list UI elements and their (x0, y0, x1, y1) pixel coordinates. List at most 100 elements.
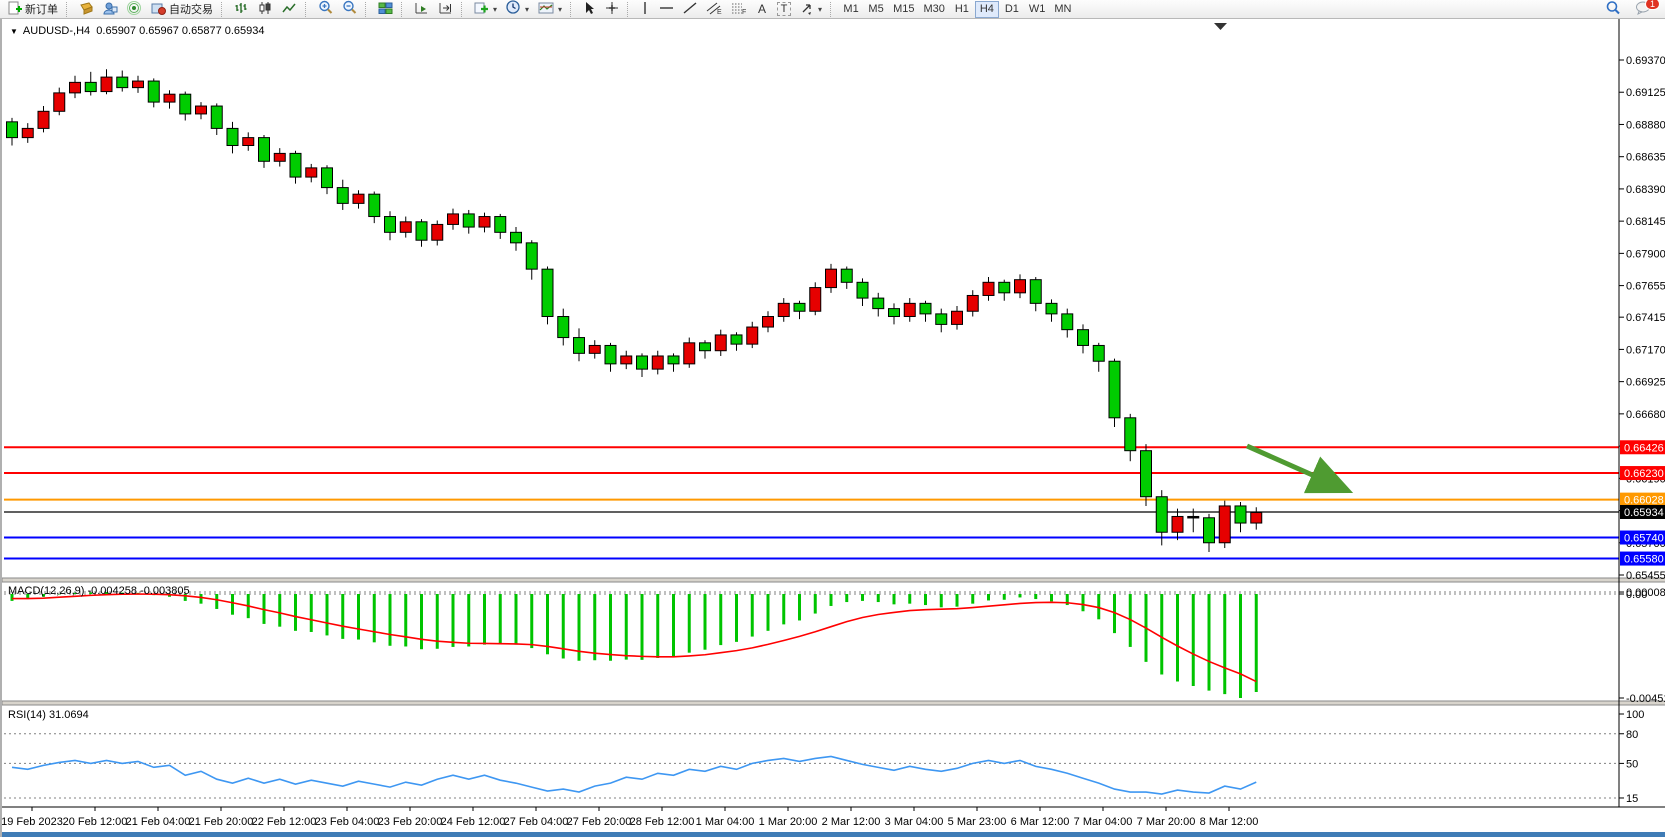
chart-shift-marker (1214, 23, 1227, 30)
candle-body (289, 152, 302, 178)
time-tick-label: 6 Mar 12:00 (1011, 816, 1070, 828)
chart-shift-icon (438, 1, 453, 18)
trendline-button[interactable] (679, 1, 701, 18)
zoom-in-icon (318, 0, 333, 18)
candle-body (856, 281, 869, 299)
candle-body (147, 80, 160, 103)
zoom-out-button[interactable] (338, 0, 361, 18)
templates-button[interactable]: ▾ (534, 1, 566, 18)
community-button[interactable] (99, 1, 122, 18)
candle-body (1234, 505, 1247, 524)
timeframe-M30[interactable]: M30 (919, 1, 948, 18)
text-button[interactable]: A (752, 1, 772, 18)
bottom-edge-bar (2, 832, 1665, 837)
candle-body (195, 105, 207, 115)
support-line-1-badge (1620, 530, 1665, 545)
pane-separator-main-macd (2, 577, 1665, 583)
cursor-button[interactable] (579, 1, 600, 18)
candle-body (935, 313, 948, 325)
candle-body (447, 213, 459, 225)
svg-text:E: E (717, 9, 722, 15)
tile-windows-icon (378, 1, 393, 18)
bar-chart-button[interactable] (230, 1, 253, 18)
equidistant-channel-button[interactable]: E (702, 1, 726, 18)
horizontal-line-icon (659, 1, 674, 18)
auto-scroll-button[interactable] (410, 1, 433, 18)
ide-button[interactable] (75, 1, 98, 18)
candle-body (998, 281, 1011, 294)
candle-body (1014, 279, 1026, 294)
line-chart-button[interactable] (278, 1, 301, 18)
candle-body (541, 268, 554, 318)
autotrading-button[interactable]: 自动交易 (147, 1, 217, 18)
pivot-line-badge (1620, 492, 1665, 507)
chart-canvas[interactable]: 0.69370 0.69125 0.68880 0.68635 0.68390 0.681… (2, 19, 1665, 837)
separator (570, 1, 575, 17)
candle-body (620, 355, 633, 365)
chat-button[interactable]: 1 (1631, 0, 1660, 18)
candle-body (1250, 512, 1263, 524)
candle-body (1155, 496, 1168, 533)
trendline-icon (683, 1, 697, 18)
timeframe-W1[interactable]: W1 (1025, 1, 1050, 18)
timeframe-M5[interactable]: M5 (864, 1, 888, 18)
bar-chart-icon (234, 1, 249, 18)
candle-body (462, 213, 475, 228)
fibonacci-button[interactable]: F (727, 1, 751, 18)
periods-clock-button[interactable]: ▾ (502, 0, 533, 18)
candle-body (210, 105, 223, 129)
candle-body (982, 281, 995, 296)
svg-text:F: F (742, 9, 746, 15)
chart-shift-button[interactable] (434, 1, 457, 18)
candle-body (84, 81, 97, 93)
current-price-line-badge (1620, 504, 1665, 519)
arrows-button[interactable]: ▾ (796, 1, 826, 18)
candle-body (69, 81, 81, 94)
dropdown-caret: ▾ (818, 4, 823, 14)
candle-body (100, 76, 113, 93)
crosshair-button[interactable] (601, 1, 623, 18)
periods-clock-icon (506, 0, 521, 18)
horizontal-line-button[interactable] (655, 1, 678, 18)
timeframe-H1[interactable]: H1 (950, 1, 974, 18)
zoom-in-button[interactable] (314, 0, 337, 18)
timeframe-D1[interactable]: D1 (1000, 1, 1024, 18)
rsi-scale-label: 100 (1626, 709, 1644, 721)
candle-body (1171, 515, 1184, 533)
separator (401, 1, 406, 17)
time-tick-label: 27 Feb 20:00 (567, 816, 632, 828)
add-indicator-button[interactable]: ▾ (470, 1, 501, 18)
timeframe-M1[interactable]: M1 (839, 1, 863, 18)
candle-body (6, 121, 18, 139)
candle-body (494, 216, 507, 233)
price-tick-label: 0.68635 (1626, 152, 1665, 164)
separator (305, 1, 310, 17)
chart-window[interactable]: 0.69370 0.69125 0.68880 0.68635 0.68390 0.681… (0, 19, 1665, 837)
timeframe-M15[interactable]: M15 (889, 1, 918, 18)
candle-body (352, 193, 365, 204)
tile-windows-button[interactable] (374, 1, 397, 18)
candle-body (258, 137, 270, 162)
support-line-1-badge-label: 0.65740 (1624, 533, 1664, 545)
trend-arrow (1245, 443, 1354, 494)
candle-body (588, 344, 601, 354)
candle-body (651, 355, 664, 370)
time-tick-label: 3 Mar 04:00 (885, 816, 944, 828)
toolbar-right: 1 (1601, 0, 1661, 19)
timeframe-MN[interactable]: MN (1050, 1, 1075, 18)
candle-body (242, 137, 255, 147)
search-button[interactable] (1601, 0, 1625, 19)
candle-body (1092, 344, 1105, 362)
signals-button[interactable] (123, 0, 146, 18)
new-order-button[interactable]: 新订单 (4, 1, 62, 18)
candle-body (415, 221, 428, 241)
support-line-2-badge-label: 0.65580 (1624, 554, 1664, 566)
candle-body (368, 193, 381, 218)
timeframe-H4[interactable]: H4 (974, 0, 999, 18)
candle-body (667, 355, 680, 365)
vertical-line-button[interactable] (636, 1, 654, 18)
equidistant-channel-icon: E (706, 1, 722, 18)
search-icon (1605, 0, 1621, 19)
candlestick-button[interactable] (254, 1, 277, 18)
text-label-button[interactable]: T (773, 1, 795, 18)
